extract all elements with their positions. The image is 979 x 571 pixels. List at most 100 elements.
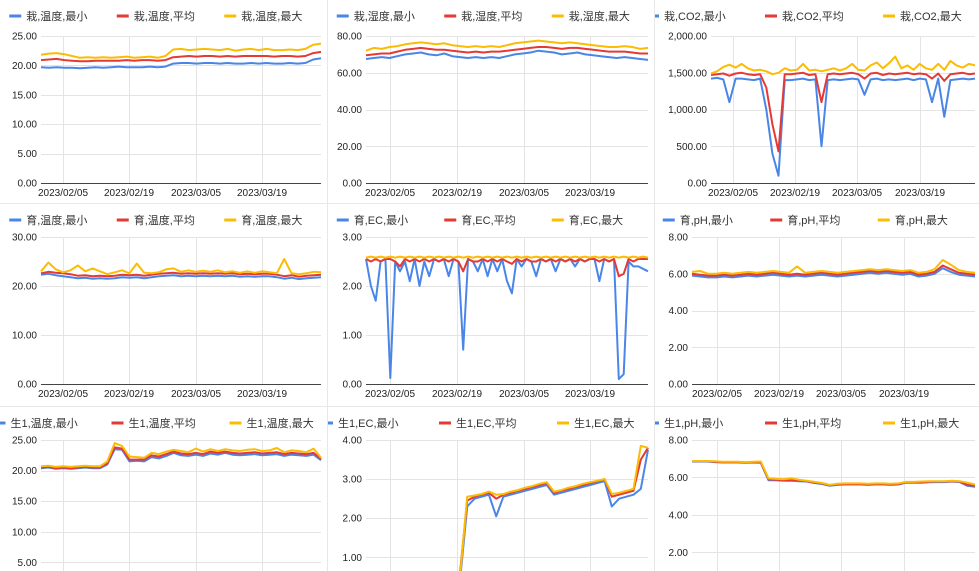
x-tick-label: 2023/02/05 — [38, 389, 88, 400]
x-tick-label: 2023/02/05 — [692, 389, 742, 400]
y-tick-label: 25.00 — [12, 436, 37, 447]
legend-label: 育,pH,最大 — [895, 213, 948, 227]
legend-item[interactable]: 栽,CO2,最小 — [655, 10, 726, 23]
x-tick-label: 2023/03/19 — [565, 389, 615, 400]
legend-item[interactable]: 生1,温度,最大 — [229, 416, 314, 430]
legend-label: 生1,EC,最大 — [574, 416, 635, 430]
legend-label: 生1,pH,最小 — [664, 416, 723, 430]
x-tick-labels: 2023/02/05 2023/02/19 2023/03/05 2023/03/19 — [38, 389, 287, 400]
series-line — [459, 449, 649, 571]
y-gridlines — [366, 237, 648, 385]
x-tick-labels: 2023/02/05 2023/02/19 2023/03/05 2023/03/19 — [708, 188, 945, 199]
y-tick-label: 2.00 — [343, 514, 363, 525]
legend-item[interactable]: 育,温度,最小 — [9, 213, 87, 227]
legend-label: 生1,pH,平均 — [782, 416, 841, 430]
x-tick-label: 2023/03/05 — [832, 188, 882, 199]
legend-item[interactable]: 育,温度,平均 — [116, 213, 195, 227]
legend-item[interactable]: 栽,温度,最大 — [224, 9, 302, 23]
y-gridlines — [692, 440, 975, 553]
legend-label: 育,温度,最小 — [26, 213, 87, 227]
x-tick-label: 2023/02/19 — [770, 188, 820, 199]
legend-label: 育,温度,平均 — [134, 213, 195, 227]
x-gridlines — [63, 440, 263, 571]
legend-item[interactable]: 栽,CO2,平均 — [765, 10, 844, 23]
legend-item[interactable]: 育,EC,最大 — [551, 213, 623, 227]
legend: 育,温度,最小 育,温度,平均 育,温度,最大 — [9, 213, 302, 227]
y-tick-label: 0.00 — [343, 179, 363, 190]
x-gridlines — [717, 440, 905, 571]
legend-item[interactable]: 栽,温度,最小 — [9, 9, 87, 23]
x-tick-labels: 2023/02/05 2023/02/19 2023/03/05 2023/03/19 — [692, 389, 929, 400]
x-tick-label: 2023/03/19 — [879, 389, 929, 400]
x-tick-label: 2023/02/05 — [708, 188, 758, 199]
series-line — [365, 258, 648, 278]
y-tick-labels: 0.00 5.00 10.00 15.00 20.00 25.00 — [12, 32, 37, 190]
y-tick-label: 6.00 — [669, 473, 689, 484]
legend-item[interactable]: 生1,温度,平均 — [111, 416, 196, 430]
legend-item[interactable]: 栽,湿度,平均 — [444, 9, 522, 23]
y-tick-labels: 2.00 4.00 6.00 8.00 — [669, 436, 689, 559]
legend-item[interactable]: 生1,EC,最小 — [328, 416, 399, 430]
x-tick-label: 2023/03/19 — [565, 188, 615, 199]
x-tick-label: 2023/02/19 — [754, 389, 804, 400]
legend-item[interactable]: 生1,EC,最大 — [557, 416, 635, 430]
legend: 育,pH,最小 育,pH,平均 育,pH,最大 — [662, 213, 948, 227]
legend-item[interactable]: 栽,湿度,最大 — [551, 9, 630, 23]
legend-item[interactable]: 生1,EC,平均 — [439, 416, 517, 430]
legend-label: 育,EC,最小 — [354, 213, 408, 227]
x-tick-labels: 2023/02/05 2023/02/19 2023/03/05 2023/03/19 — [365, 188, 615, 199]
series-line — [40, 57, 322, 70]
chart-svg: 5.00 10.00 15.00 20.00 25.00 生1,温度,最小 生1,温度,平均… — [0, 416, 322, 571]
series-line — [40, 50, 322, 63]
series-line — [692, 460, 976, 486]
y-tick-label: 8.00 — [669, 233, 689, 244]
y-tick-label: 10.00 — [12, 527, 37, 538]
legend-item[interactable]: 生1,pH,最大 — [883, 416, 959, 430]
y-tick-label: 3.00 — [343, 475, 363, 486]
series-line — [365, 39, 649, 52]
x-tick-label: 2023/02/05 — [38, 188, 88, 199]
legend-label: 育,EC,最大 — [569, 213, 623, 227]
chart-svg: 2.00 4.00 6.00 8.00 生1,pH,最小 生1,pH,平均 生1,pH,最大 — [655, 416, 976, 571]
legend-item[interactable]: 栽,温度,平均 — [116, 9, 195, 23]
legend-item[interactable]: 育,EC,最小 — [336, 213, 408, 227]
y-tick-label: 30.00 — [12, 233, 37, 244]
y-tick-label: 4.00 — [669, 306, 689, 317]
legend-item[interactable]: 育,pH,平均 — [770, 213, 840, 227]
legend-item[interactable]: 育,EC,平均 — [444, 213, 516, 227]
legend-item[interactable]: 生1,pH,最小 — [655, 416, 723, 430]
y-tick-label: 0.00 — [688, 179, 708, 190]
legend-item[interactable]: 生1,pH,平均 — [765, 416, 841, 430]
legend-label: 生1,EC,平均 — [456, 416, 517, 430]
y-tick-labels: 0.00 1.00 2.00 3.00 — [343, 233, 363, 391]
chart-panel-grow1-ph: 2.00 4.00 6.00 8.00 生1,pH,最小 生1,pH,平均 生1,pH,最大 — [655, 407, 979, 571]
y-tick-label: 5.00 — [18, 149, 38, 160]
legend-item[interactable]: 栽,CO2,最大 — [883, 9, 962, 23]
x-tick-label: 2023/03/19 — [895, 188, 945, 199]
legend-label: 育,EC,平均 — [461, 213, 515, 227]
x-tick-label: 2023/02/19 — [104, 389, 154, 400]
x-gridlines — [63, 237, 263, 384]
x-gridlines — [717, 237, 905, 384]
y-tick-label: 0.00 — [669, 380, 689, 391]
y-tick-label: 10.00 — [12, 120, 37, 131]
x-tick-label: 2023/03/05 — [499, 389, 549, 400]
y-tick-label: 60.00 — [337, 68, 362, 79]
x-tick-labels: 2023/02/05 2023/02/19 2023/03/05 2023/03/19 — [365, 389, 615, 400]
legend-item[interactable]: 栽,湿度,最小 — [336, 9, 415, 23]
legend-item[interactable]: 育,pH,最小 — [662, 213, 733, 227]
y-tick-label: 1.00 — [343, 331, 363, 342]
series-line — [691, 259, 976, 275]
series-line — [459, 447, 649, 571]
series-line — [40, 446, 322, 470]
x-tick-label: 2023/02/05 — [365, 389, 415, 400]
legend-item[interactable]: 育,pH,最大 — [877, 213, 948, 227]
y-tick-labels: 0.00 10.00 20.00 30.00 — [12, 233, 37, 391]
x-tick-label: 2023/02/05 — [365, 188, 415, 199]
legend-item[interactable]: 生1,温度,最小 — [0, 416, 78, 430]
legend-item[interactable]: 育,温度,最大 — [224, 213, 302, 227]
y-gridlines — [711, 36, 975, 184]
series-line — [365, 255, 649, 259]
y-tick-label: 4.00 — [669, 510, 689, 521]
